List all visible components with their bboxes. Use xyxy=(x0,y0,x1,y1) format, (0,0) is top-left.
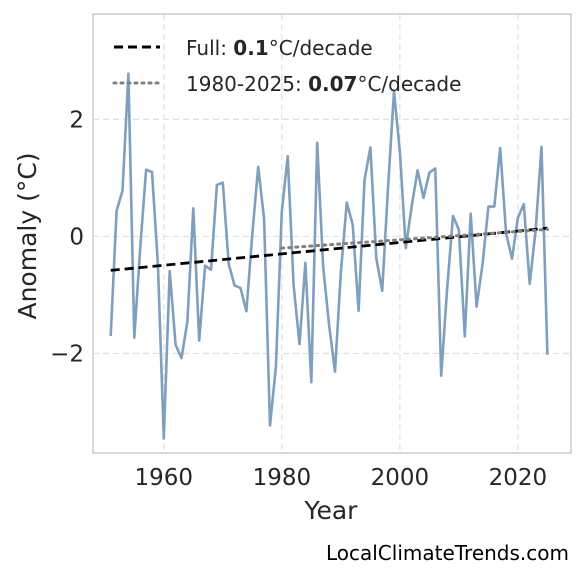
x-axis-title: Year xyxy=(304,496,359,525)
legend-full-suffix: °C/decade xyxy=(269,36,373,60)
y-axis-ticks: −2 0 2 xyxy=(50,107,84,367)
legend-full-prefix: Full: xyxy=(186,36,233,60)
x-tick-label: 1980 xyxy=(253,465,312,491)
x-tick-label: 1960 xyxy=(135,465,194,491)
y-tick-label: 0 xyxy=(69,224,84,250)
trend-line-recent xyxy=(280,227,549,250)
trend-line-full xyxy=(110,226,548,272)
watermark: LocalClimateTrends.com xyxy=(326,541,569,565)
legend-label-full: Full: 0.1°C/decade xyxy=(186,36,373,60)
legend-recent-suffix: °C/decade xyxy=(357,72,461,96)
grid-lines xyxy=(93,14,571,453)
x-tick-label: 2020 xyxy=(489,465,548,491)
x-axis-ticks: 1960 1980 2000 2020 xyxy=(135,465,548,491)
plot-frame xyxy=(92,13,572,454)
legend: Full: 0.1°C/decade 1980-2025: 0.07°C/dec… xyxy=(112,36,461,96)
legend-full-rate: 0.1 xyxy=(233,36,268,60)
plot-content xyxy=(109,72,549,440)
y-tick-label: 2 xyxy=(69,107,84,133)
anomaly-series-line xyxy=(109,72,549,440)
legend-recent-prefix: 1980-2025: xyxy=(186,72,308,96)
legend-label-recent: 1980-2025: 0.07°C/decade xyxy=(186,72,461,96)
y-axis-title: Anomaly (°C) xyxy=(13,152,42,319)
y-tick-label: −2 xyxy=(50,341,84,367)
legend-recent-rate: 0.07 xyxy=(308,72,357,96)
x-tick-label: 2000 xyxy=(371,465,430,491)
